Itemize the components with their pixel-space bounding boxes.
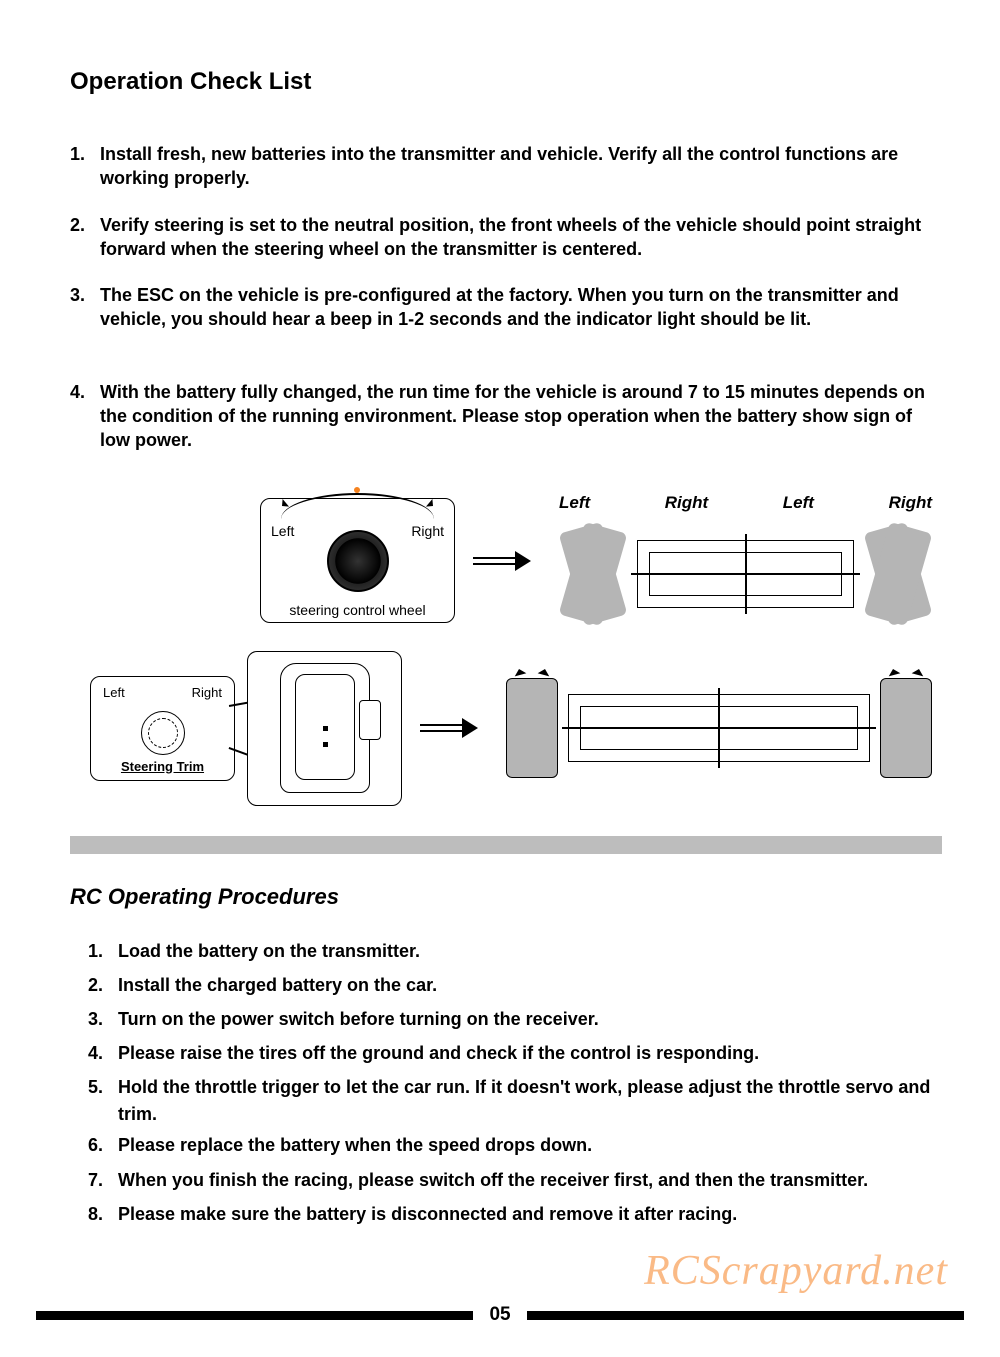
procedure-item: 3.Turn on the power switch before turnin… [88,1002,942,1036]
wheel-straight-icon [880,678,932,778]
steering-wheel-icon [327,530,389,592]
item-number: 7. [88,1163,118,1197]
item-text: When you finish the racing, please switc… [118,1163,942,1197]
section-subtitle: RC Operating Procedures [70,884,942,910]
item-number: 2. [70,213,100,262]
item-text: Turn on the power switch before turning … [118,1002,942,1036]
page-footer: 05 [36,1301,964,1329]
diagram-area: Left Right steering control wheel Left R… [70,493,942,806]
left-label: Left [559,493,590,513]
arrow-right-icon [473,554,531,568]
left-label: Left [271,523,294,539]
watermark: RCScrapyard.net [644,1247,948,1295]
wheel-crossed-icon [559,524,627,624]
left-label: Left [103,685,125,700]
item-number: 4. [70,380,100,453]
item-text: Hold the throttle trigger to let the car… [118,1070,942,1128]
right-label: Right [665,493,708,513]
item-number: 3. [88,1002,118,1036]
left-label: Left [783,493,814,513]
procedure-item: 2.Install the charged battery on the car… [88,968,942,1002]
item-text: Please replace the battery when the spee… [118,1128,942,1162]
right-label: Right [192,685,222,700]
checklist-item: 3. The ESC on the vehicle is pre-configu… [70,283,942,332]
section-divider [70,836,942,854]
chassis-frame-icon [562,688,876,768]
diagram-row-trim: Left Right Steering Trim [70,651,942,806]
page-number: 05 [473,1304,526,1326]
checklist-item: 1. Install fresh, new batteries into the… [70,142,942,191]
item-number: 1. [88,934,118,968]
diagram-row-steering: Left Right steering control wheel Left R… [70,493,942,629]
wheel-straight-icon [506,678,558,778]
item-number: 3. [70,283,100,332]
procedure-item: 5.Hold the throttle trigger to let the c… [88,1070,942,1128]
procedure-item: 8.Please make sure the battery is discon… [88,1197,942,1231]
arrow-right-icon [420,721,478,735]
diagram-caption: steering control wheel [289,602,425,618]
transmitter-icon [280,663,370,793]
right-label: Right [889,493,932,513]
item-text: Verify steering is set to the neutral po… [100,213,942,262]
procedure-item: 7.When you finish the racing, please swi… [88,1163,942,1197]
footer-bar [527,1311,964,1320]
transmitter-top-diagram [247,651,402,806]
chassis-crossed-diagram: Left Right Left Right [549,493,942,629]
item-number: 2. [88,968,118,1002]
item-number: 8. [88,1197,118,1231]
item-text: Install fresh, new batteries into the tr… [100,142,942,191]
checklist-item: 4. With the battery fully changed, the r… [70,380,942,453]
item-text: Install the charged battery on the car. [118,968,942,1002]
item-text: The ESC on the vehicle is pre-configured… [100,283,942,332]
manual-page: Operation Check List 1. Install fresh, n… [0,0,1000,1231]
procedure-item: 6.Please replace the battery when the sp… [88,1128,942,1162]
item-number: 6. [88,1128,118,1162]
chassis-frame-icon [631,534,860,614]
item-text: Please make sure the battery is disconne… [118,1197,942,1231]
rotation-arrow-icon [281,493,434,519]
checklist-item: 2. Verify steering is set to the neutral… [70,213,942,262]
section-title: Operation Check List [70,68,942,96]
footer-bar [36,1311,473,1320]
item-number: 5. [88,1070,118,1128]
right-label: Right [411,523,444,539]
item-number: 4. [88,1036,118,1070]
item-number: 1. [70,142,100,191]
item-text: Please raise the tires off the ground an… [118,1036,942,1070]
procedures-list: 1.Load the battery on the transmitter. 2… [70,934,942,1231]
wheel-crossed-icon [864,524,932,624]
chassis-straight-diagram [496,673,942,783]
item-text: Load the battery on the transmitter. [118,934,942,968]
item-text: With the battery fully changed, the run … [100,380,942,453]
steering-wheel-diagram: Left Right steering control wheel [260,498,455,623]
trim-dial-icon [141,711,185,755]
procedure-item: 4.Please raise the tires off the ground … [88,1036,942,1070]
procedure-item: 1.Load the battery on the transmitter. [88,934,942,968]
operation-checklist: 1. Install fresh, new batteries into the… [70,142,942,453]
diagram-caption: Steering Trim [121,759,204,774]
steering-trim-diagram: Left Right Steering Trim [90,676,235,781]
